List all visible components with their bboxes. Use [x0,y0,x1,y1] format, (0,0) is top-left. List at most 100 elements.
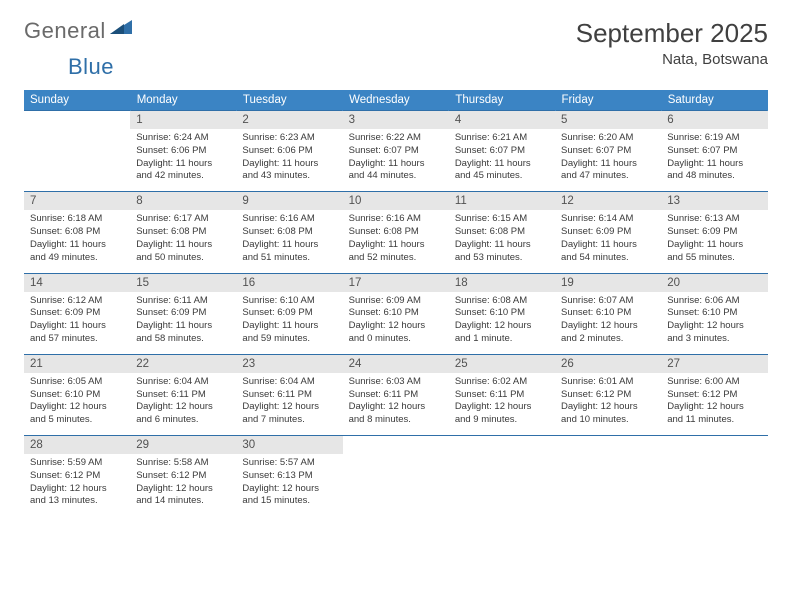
day-body: Sunrise: 6:06 AMSunset: 6:10 PMDaylight:… [661,292,767,354]
day-cell: 8Sunrise: 6:17 AMSunset: 6:08 PMDaylight… [130,192,236,273]
day-number: 27 [661,355,767,373]
day-cell: 13Sunrise: 6:13 AMSunset: 6:09 PMDayligh… [661,192,767,273]
day-cell: 2Sunrise: 6:23 AMSunset: 6:06 PMDaylight… [236,111,342,192]
day-number: 2 [236,111,342,129]
day-number: 19 [555,274,661,292]
logo-triangle-icon [110,18,132,39]
day-cell: 28Sunrise: 5:59 AMSunset: 6:12 PMDayligh… [24,436,130,517]
day-body: Sunrise: 6:07 AMSunset: 6:10 PMDaylight:… [555,292,661,354]
day-number: 6 [661,111,767,129]
day-number: 21 [24,355,130,373]
day-cell: 16Sunrise: 6:10 AMSunset: 6:09 PMDayligh… [236,273,342,354]
day-body: Sunrise: 6:02 AMSunset: 6:11 PMDaylight:… [449,373,555,435]
day-cell: 30Sunrise: 5:57 AMSunset: 6:13 PMDayligh… [236,436,342,517]
day-cell [343,436,449,517]
day-cell: 1Sunrise: 6:24 AMSunset: 6:06 PMDaylight… [130,111,236,192]
day-cell [555,436,661,517]
week-row: 7Sunrise: 6:18 AMSunset: 6:08 PMDaylight… [24,192,768,273]
day-body: Sunrise: 6:10 AMSunset: 6:09 PMDaylight:… [236,292,342,354]
logo: General [24,18,134,44]
day-body: Sunrise: 6:16 AMSunset: 6:08 PMDaylight:… [343,210,449,272]
day-body [24,117,130,173]
day-cell: 25Sunrise: 6:02 AMSunset: 6:11 PMDayligh… [449,354,555,435]
day-number: 30 [236,436,342,454]
day-body: Sunrise: 6:13 AMSunset: 6:09 PMDaylight:… [661,210,767,272]
dayhead-fri: Friday [555,90,661,111]
dayhead-wed: Wednesday [343,90,449,111]
day-cell: 11Sunrise: 6:15 AMSunset: 6:08 PMDayligh… [449,192,555,273]
day-body: Sunrise: 6:05 AMSunset: 6:10 PMDaylight:… [24,373,130,435]
day-number: 3 [343,111,449,129]
day-cell: 26Sunrise: 6:01 AMSunset: 6:12 PMDayligh… [555,354,661,435]
day-body [555,442,661,498]
day-cell: 10Sunrise: 6:16 AMSunset: 6:08 PMDayligh… [343,192,449,273]
calendar-table: Sunday Monday Tuesday Wednesday Thursday… [24,90,768,516]
day-number: 18 [449,274,555,292]
day-number: 13 [661,192,767,210]
day-body: Sunrise: 5:57 AMSunset: 6:13 PMDaylight:… [236,454,342,516]
day-body: Sunrise: 5:59 AMSunset: 6:12 PMDaylight:… [24,454,130,516]
dayhead-tue: Tuesday [236,90,342,111]
day-body: Sunrise: 6:23 AMSunset: 6:06 PMDaylight:… [236,129,342,191]
day-cell: 12Sunrise: 6:14 AMSunset: 6:09 PMDayligh… [555,192,661,273]
day-body: Sunrise: 6:21 AMSunset: 6:07 PMDaylight:… [449,129,555,191]
day-cell: 3Sunrise: 6:22 AMSunset: 6:07 PMDaylight… [343,111,449,192]
dayhead-mon: Monday [130,90,236,111]
day-number: 24 [343,355,449,373]
day-cell: 17Sunrise: 6:09 AMSunset: 6:10 PMDayligh… [343,273,449,354]
day-number: 26 [555,355,661,373]
day-body [343,442,449,498]
day-number: 7 [24,192,130,210]
day-cell: 6Sunrise: 6:19 AMSunset: 6:07 PMDaylight… [661,111,767,192]
day-body: Sunrise: 6:04 AMSunset: 6:11 PMDaylight:… [236,373,342,435]
day-number: 10 [343,192,449,210]
day-cell: 22Sunrise: 6:04 AMSunset: 6:11 PMDayligh… [130,354,236,435]
calendar-body: 1Sunrise: 6:24 AMSunset: 6:06 PMDaylight… [24,111,768,517]
day-body: Sunrise: 6:04 AMSunset: 6:11 PMDaylight:… [130,373,236,435]
day-body: Sunrise: 6:14 AMSunset: 6:09 PMDaylight:… [555,210,661,272]
day-body: Sunrise: 6:09 AMSunset: 6:10 PMDaylight:… [343,292,449,354]
month-title: September 2025 [576,18,768,49]
day-cell: 4Sunrise: 6:21 AMSunset: 6:07 PMDaylight… [449,111,555,192]
day-number: 12 [555,192,661,210]
week-row: 1Sunrise: 6:24 AMSunset: 6:06 PMDaylight… [24,111,768,192]
day-cell: 14Sunrise: 6:12 AMSunset: 6:09 PMDayligh… [24,273,130,354]
week-row: 28Sunrise: 5:59 AMSunset: 6:12 PMDayligh… [24,436,768,517]
day-number: 22 [130,355,236,373]
day-number: 25 [449,355,555,373]
day-body: Sunrise: 6:24 AMSunset: 6:06 PMDaylight:… [130,129,236,191]
day-number: 8 [130,192,236,210]
day-cell: 27Sunrise: 6:00 AMSunset: 6:12 PMDayligh… [661,354,767,435]
day-number: 14 [24,274,130,292]
calendar-page: General September 2025 Nata, Botswana Bl… [0,0,792,534]
day-cell: 29Sunrise: 5:58 AMSunset: 6:12 PMDayligh… [130,436,236,517]
day-body: Sunrise: 6:11 AMSunset: 6:09 PMDaylight:… [130,292,236,354]
day-cell: 15Sunrise: 6:11 AMSunset: 6:09 PMDayligh… [130,273,236,354]
day-body: Sunrise: 6:20 AMSunset: 6:07 PMDaylight:… [555,129,661,191]
week-row: 21Sunrise: 6:05 AMSunset: 6:10 PMDayligh… [24,354,768,435]
day-cell: 24Sunrise: 6:03 AMSunset: 6:11 PMDayligh… [343,354,449,435]
day-number: 11 [449,192,555,210]
day-cell: 18Sunrise: 6:08 AMSunset: 6:10 PMDayligh… [449,273,555,354]
day-body: Sunrise: 6:19 AMSunset: 6:07 PMDaylight:… [661,129,767,191]
day-number: 17 [343,274,449,292]
day-number: 9 [236,192,342,210]
day-body: Sunrise: 6:12 AMSunset: 6:09 PMDaylight:… [24,292,130,354]
day-body: Sunrise: 6:08 AMSunset: 6:10 PMDaylight:… [449,292,555,354]
day-header-row: Sunday Monday Tuesday Wednesday Thursday… [24,90,768,111]
day-number: 23 [236,355,342,373]
day-cell: 21Sunrise: 6:05 AMSunset: 6:10 PMDayligh… [24,354,130,435]
day-body: Sunrise: 6:22 AMSunset: 6:07 PMDaylight:… [343,129,449,191]
logo-text-2: Blue [68,54,114,79]
day-body [449,442,555,498]
day-body: Sunrise: 6:03 AMSunset: 6:11 PMDaylight:… [343,373,449,435]
day-number: 20 [661,274,767,292]
day-cell: 5Sunrise: 6:20 AMSunset: 6:07 PMDaylight… [555,111,661,192]
day-cell [661,436,767,517]
day-body: Sunrise: 5:58 AMSunset: 6:12 PMDaylight:… [130,454,236,516]
dayhead-sat: Saturday [661,90,767,111]
day-body: Sunrise: 6:00 AMSunset: 6:12 PMDaylight:… [661,373,767,435]
day-body [661,442,767,498]
day-number: 28 [24,436,130,454]
day-body: Sunrise: 6:16 AMSunset: 6:08 PMDaylight:… [236,210,342,272]
